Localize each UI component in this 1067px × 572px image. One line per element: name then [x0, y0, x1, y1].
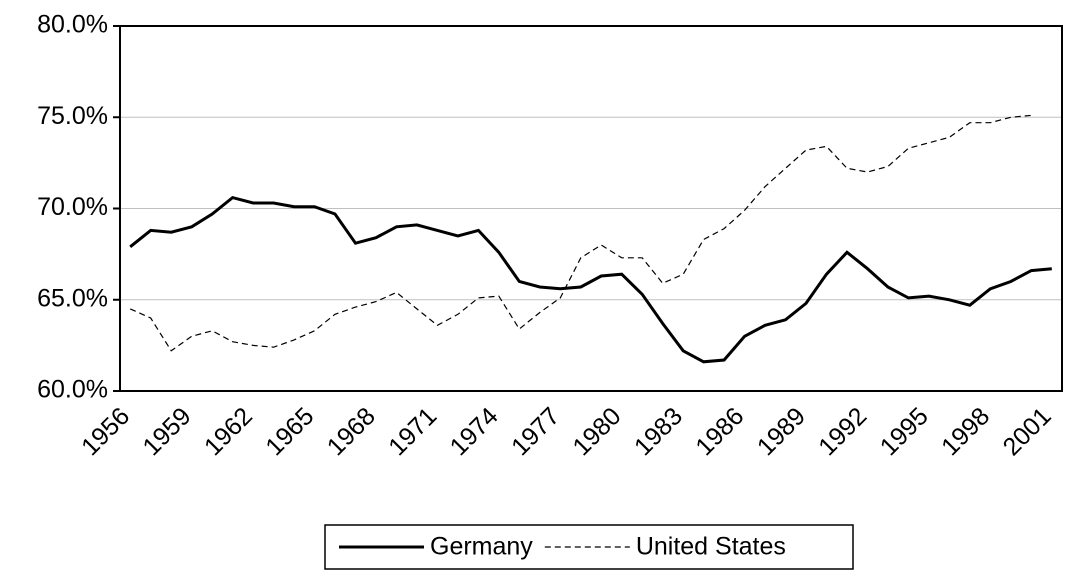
x-tick-label: 1983	[629, 402, 688, 461]
x-tick-label: 1974	[445, 402, 504, 461]
plot-frame	[119, 25, 1063, 392]
x-tick-label: 1977	[506, 402, 565, 461]
y-tick-label: 70.0%	[37, 193, 108, 221]
x-tick-label: 1989	[752, 402, 811, 461]
x-tick-label: 1980	[568, 402, 627, 461]
y-tick-label: 75.0%	[37, 102, 108, 130]
x-tick-label: 2001	[998, 402, 1057, 461]
y-tick-label: 80.0%	[37, 11, 108, 39]
x-tick-label: 1986	[690, 402, 749, 461]
series-line	[129, 114, 1032, 352]
x-tick-label: 1956	[76, 402, 135, 461]
x-tick-label: 1965	[260, 402, 319, 461]
x-tick-label: 1992	[813, 402, 872, 461]
legend-label: Germany	[430, 533, 533, 561]
x-tick-label: 1968	[322, 402, 381, 461]
legend: Germany United States	[324, 524, 854, 570]
x-tick-label: 1995	[875, 402, 934, 461]
y-tick-label: 65.0%	[37, 284, 108, 312]
x-tick-label: 1962	[199, 402, 258, 461]
x-tick-label: 1971	[383, 402, 442, 461]
series-line	[129, 195, 1052, 364]
y-tick-label: 60.0%	[37, 376, 108, 404]
x-tick-label: 1959	[137, 402, 196, 461]
x-tick-label: 1998	[936, 402, 995, 461]
legend-label: United States	[636, 533, 786, 561]
